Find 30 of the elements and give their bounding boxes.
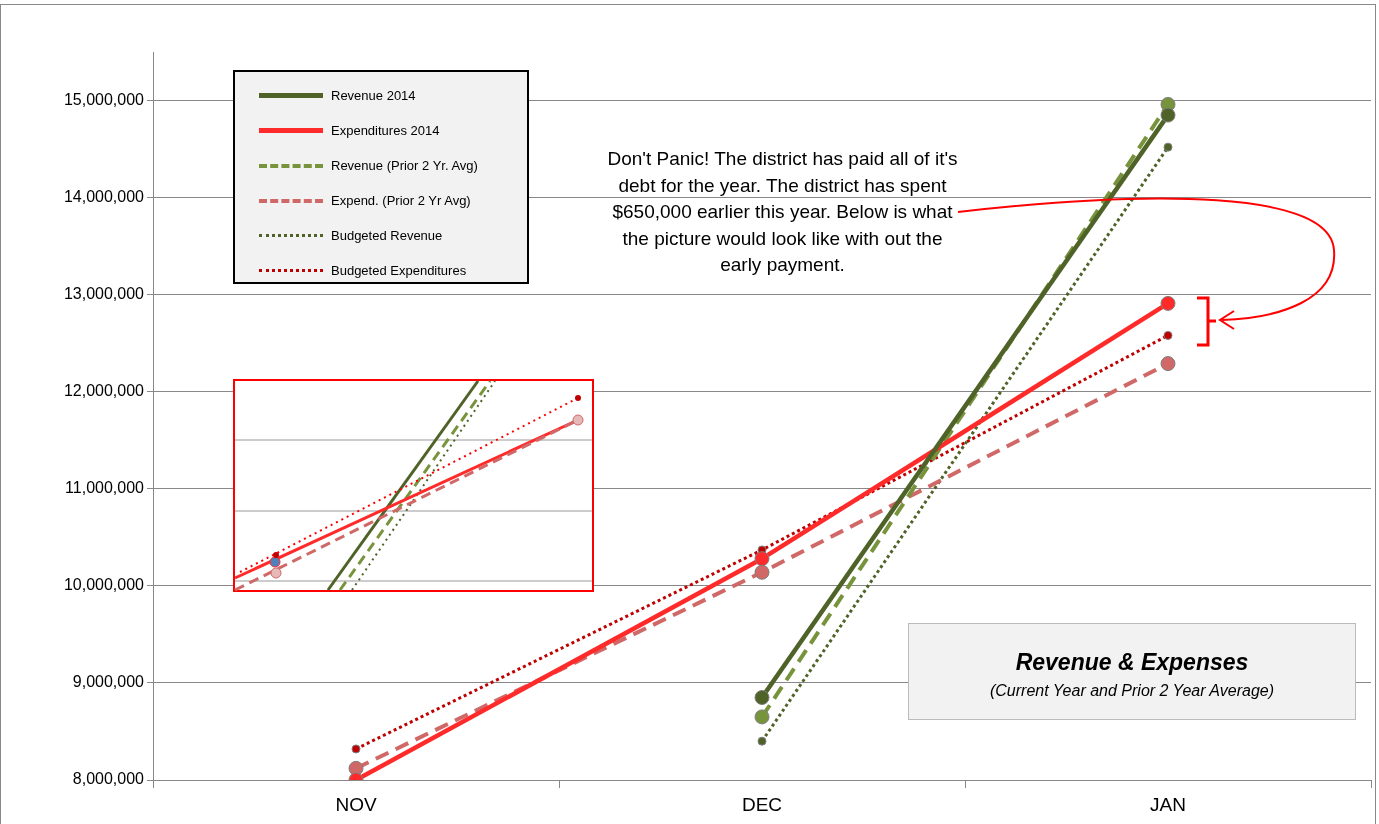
legend-label: Budgeted Revenue: [331, 228, 443, 243]
y-tick-label: 12,000,000: [63, 382, 145, 400]
y-tick-label: 9,000,000: [72, 673, 145, 691]
x-tick-label: DEC: [741, 793, 783, 815]
point: [1163, 142, 1173, 152]
point: [754, 551, 770, 567]
x-tick-label: NOV: [335, 793, 377, 815]
point: [1160, 295, 1176, 311]
y-tick-label: 15,000,000: [63, 90, 145, 108]
point: [754, 709, 770, 725]
caption-box: Revenue & Expenses (Current Year and Prior 2 Year Average): [908, 623, 1356, 720]
annotation: Don't Panic! The district has paid all of it's debt for the year. The district has spent $650,000 earlier this year. Below is what the picture would look like with out the early payment.: [606, 147, 959, 277]
point: [757, 736, 767, 746]
legend-label: Budgeted Expenditures: [331, 263, 467, 278]
y-tick-label: 10,000,000: [63, 576, 145, 594]
legend-label: Revenue 2014: [331, 88, 416, 103]
y-tick-label: 14,000,000: [63, 188, 145, 206]
y-tick-label: 11,000,000: [65, 479, 145, 497]
legend-label: Revenue (Prior 2 Yr. Avg): [331, 158, 478, 173]
point: [351, 744, 361, 754]
point: [1160, 356, 1176, 372]
x-tick-label: JAN: [1150, 793, 1186, 815]
legend-label: Expenditures 2014: [331, 123, 440, 138]
point: [1163, 330, 1173, 340]
legend-label: Expend. (Prior 2 Yr Avg): [331, 193, 471, 208]
y-tick-label: 8,000,000: [72, 770, 145, 788]
y-tick-label: 13,000,000: [63, 285, 145, 303]
point: [1160, 107, 1176, 123]
point: [754, 689, 770, 705]
point: [754, 564, 770, 580]
